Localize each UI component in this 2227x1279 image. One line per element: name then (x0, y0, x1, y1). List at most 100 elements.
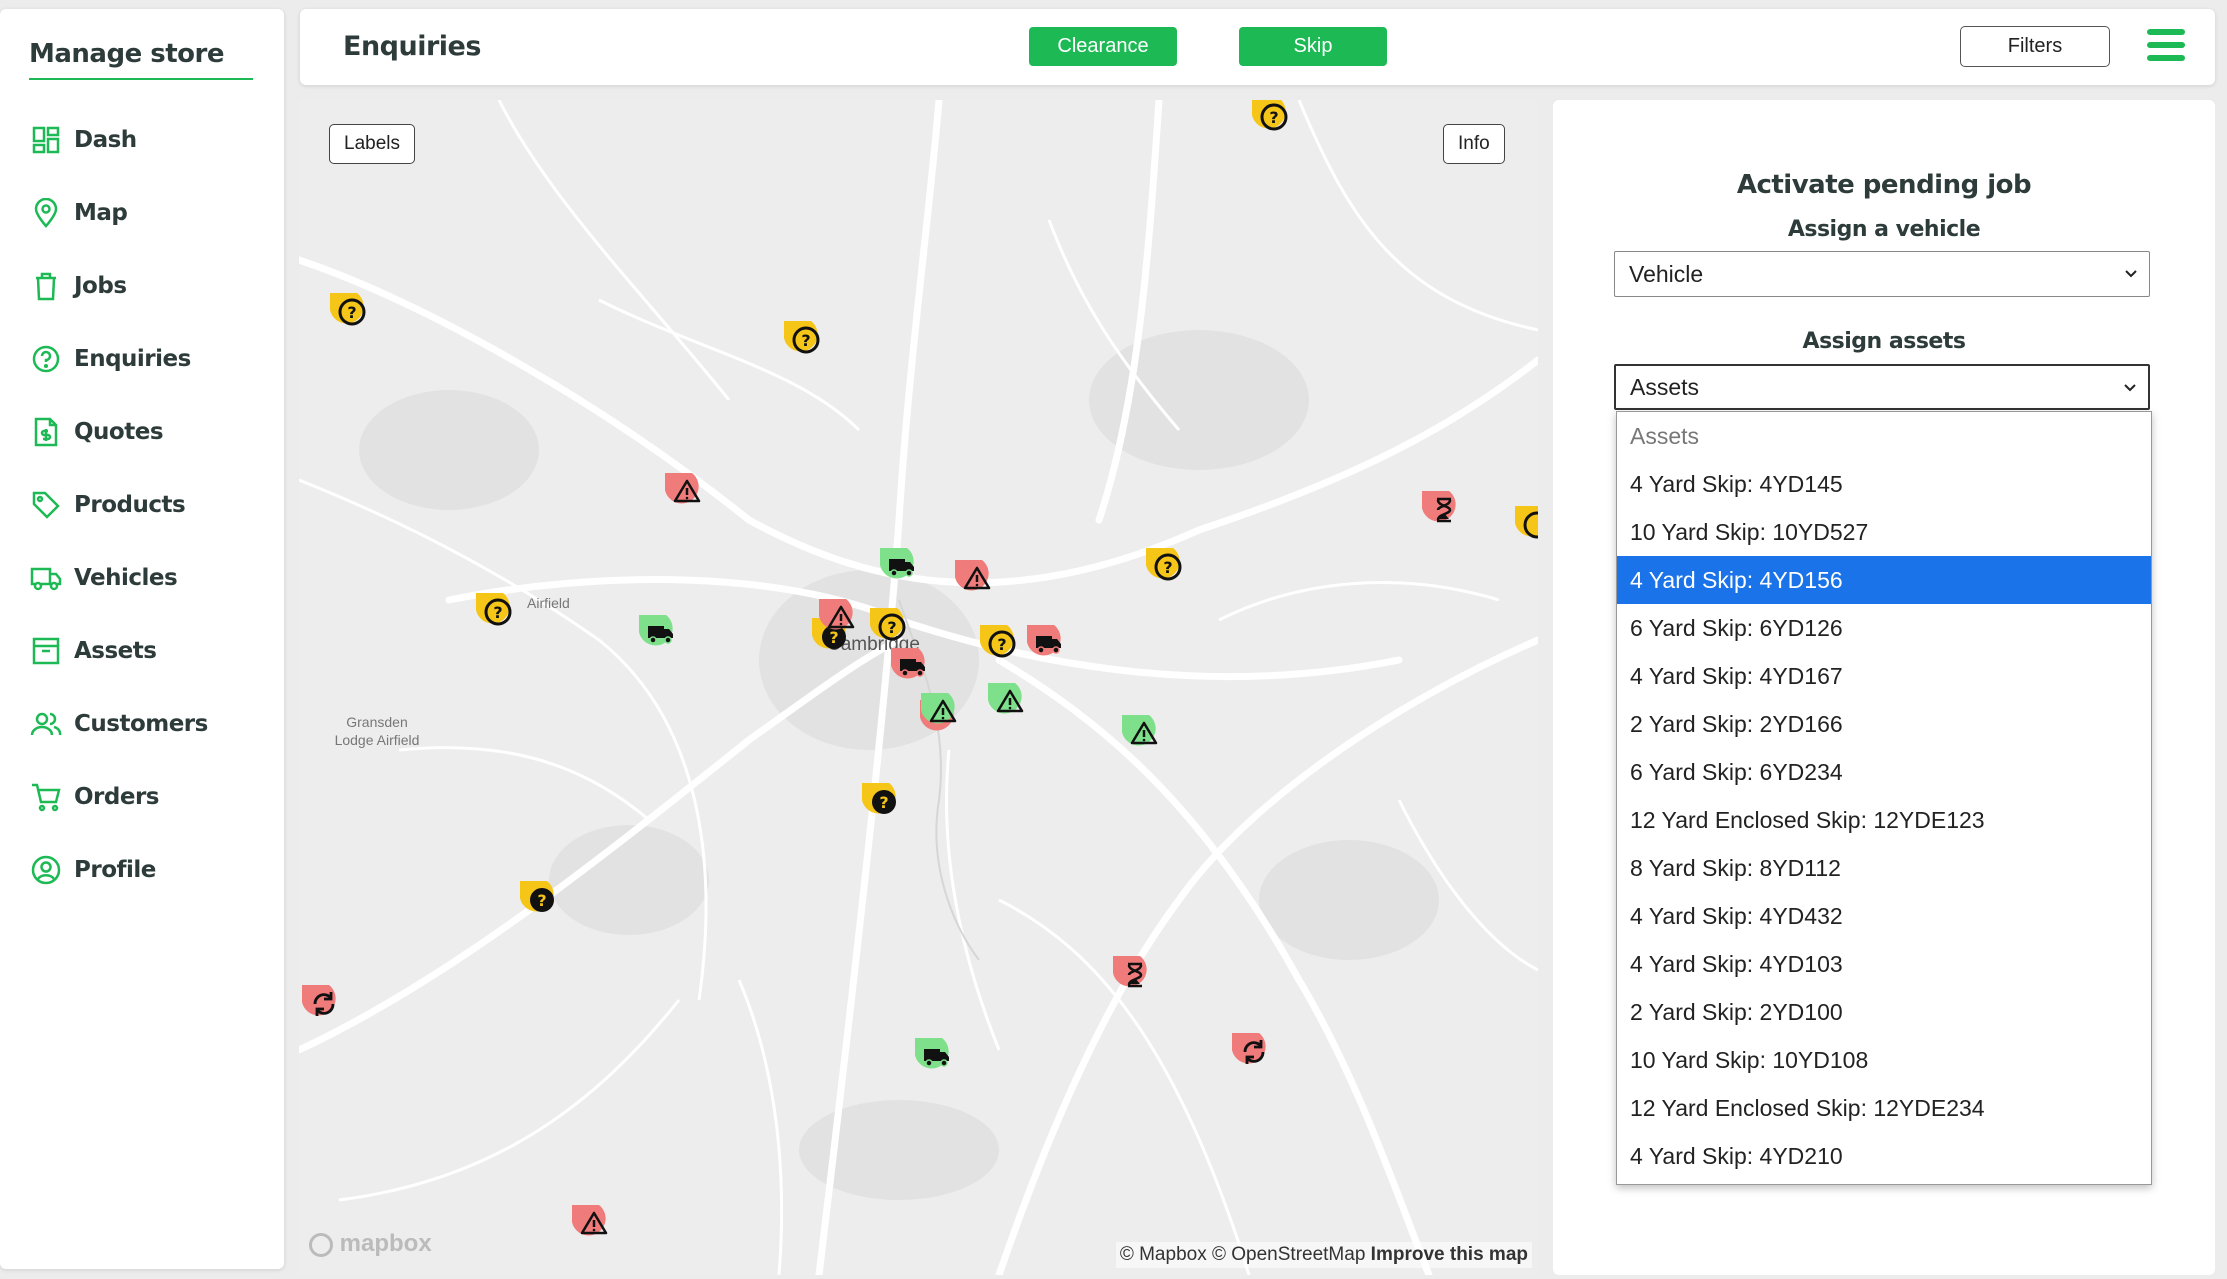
panel-title: Activate pending job (1736, 170, 2032, 200)
labels-button[interactable]: Labels (329, 124, 415, 164)
map-view[interactable]: Labels Info Airfield Cambridge Gransden … (299, 100, 1538, 1275)
dropdown-option[interactable]: 12 Yard Enclosed Skip: 12YDE234 (1630, 1095, 1985, 1121)
sidebar-item-label: Profile (74, 857, 156, 883)
assets-select[interactable]: Assets (1614, 364, 2150, 410)
user-circle-icon (30, 854, 62, 886)
sidebar-item-jobs[interactable]: Jobs (30, 264, 127, 308)
tag-icon (30, 489, 62, 521)
dropdown-option[interactable]: 2 Yard Skip: 2YD100 (1630, 999, 1843, 1025)
svg-text:?: ? (537, 891, 546, 910)
sidebar-item-profile[interactable]: Profile (30, 848, 156, 892)
enquiry-marker[interactable]: ? (1143, 545, 1193, 595)
dashboard-icon (30, 124, 62, 156)
warning-marker[interactable] (952, 557, 1002, 607)
vehicle-marker[interactable] (912, 1035, 962, 1085)
warning-marker[interactable] (918, 690, 968, 740)
enquiry-marker[interactable]: ? (517, 878, 567, 928)
dropdown-option[interactable]: 10 Yard Skip: 10YD108 (1630, 1047, 1869, 1073)
warning-marker[interactable] (816, 596, 866, 646)
sidebar-item-dash[interactable]: Dash (30, 118, 137, 162)
mapbox-logo[interactable]: mapbox (309, 1230, 432, 1258)
dropdown-option[interactable]: 8 Yard Skip: 8YD112 (1630, 855, 1841, 881)
svg-text:?: ? (829, 628, 838, 647)
warning-marker[interactable] (569, 1202, 619, 1252)
pending-marker[interactable] (1110, 953, 1160, 1003)
chevron-down-icon (2124, 384, 2136, 392)
sidebar-item-orders[interactable]: Orders (30, 775, 160, 819)
dropdown-option[interactable]: 6 Yard Skip: 6YD234 (1630, 759, 1843, 785)
info-button[interactable]: Info (1443, 124, 1505, 164)
sidebar-item-label: Vehicles (74, 565, 178, 591)
map-attribution: © Mapbox © OpenStreetMap Improve this ma… (1115, 1242, 1532, 1268)
sidebar: Manage store Dash Map Jobs Enquiries Quo… (0, 9, 284, 1269)
warning-marker[interactable] (662, 470, 712, 520)
warning-marker[interactable] (1119, 712, 1169, 762)
hamburger-menu-icon[interactable] (2147, 29, 2185, 63)
map-place-label: Airfield (527, 595, 570, 611)
chevron-down-icon (2125, 270, 2137, 278)
enquiry-marker[interactable]: ? (1249, 100, 1299, 145)
question-circle-icon (30, 343, 62, 375)
clearance-button[interactable]: Clearance (1029, 27, 1177, 66)
dropdown-option[interactable]: 4 Yard Skip: 4YD156 (1617, 556, 2151, 604)
sidebar-item-customers[interactable]: Customers (30, 702, 208, 746)
enquiry-marker[interactable]: ? (781, 318, 831, 368)
map-place-label-line: Lodge Airfield (334, 732, 420, 748)
assets-select-value: Assets (1630, 373, 1700, 400)
dropdown-option[interactable]: 4 Yard Skip: 4YD210 (1630, 1143, 1843, 1169)
skip-button[interactable]: Skip (1239, 27, 1387, 66)
vehicle-marker[interactable] (888, 645, 938, 695)
mapbox-logo-text: mapbox (339, 1230, 432, 1257)
enquiry-marker[interactable]: ? (977, 622, 1027, 672)
sidebar-item-map[interactable]: Map (30, 191, 128, 235)
vehicle-marker[interactable] (877, 545, 927, 595)
sidebar-item-label: Dash (74, 127, 137, 153)
recurring-marker[interactable] (1229, 1030, 1279, 1080)
sidebar-item-products[interactable]: Products (30, 483, 186, 527)
assets-heading: Assign assets (1802, 329, 1966, 354)
enquiry-marker[interactable]: ? (867, 605, 917, 655)
map-pin-icon (30, 197, 62, 229)
svg-text:?: ? (887, 618, 896, 637)
svg-text:?: ? (801, 331, 810, 350)
svg-text:?: ? (493, 603, 502, 622)
dropdown-option[interactable]: 4 Yard Skip: 4YD432 (1630, 903, 1843, 929)
users-icon (30, 708, 62, 740)
enquiry-marker[interactable] (1512, 503, 1538, 553)
dropdown-option[interactable]: Assets (1630, 423, 1700, 449)
map-place-label: Gransden Lodge Airfield (332, 713, 422, 749)
map-place-label-line: Gransden (346, 714, 408, 730)
enquiry-marker[interactable]: ? (859, 780, 909, 830)
improve-map-link[interactable]: Improve this map (1370, 1244, 1528, 1265)
dropdown-option[interactable]: 4 Yard Skip: 4YD145 (1630, 471, 1843, 497)
sidebar-item-label: Quotes (74, 419, 164, 445)
attribution-text: © Mapbox © OpenStreetMap (1119, 1244, 1366, 1265)
vehicle-select[interactable]: Vehicle (1614, 251, 2150, 297)
dropdown-option[interactable]: 2 Yard Skip: 2YD166 (1630, 711, 1843, 737)
sidebar-item-label: Products (74, 492, 186, 518)
enquiry-marker[interactable]: ? (327, 290, 377, 340)
dropdown-option[interactable]: 12 Yard Enclosed Skip: 12YDE123 (1630, 807, 1985, 833)
vehicle-heading: Assign a vehicle (1787, 217, 1981, 242)
svg-text:?: ? (997, 635, 1006, 654)
quote-document-icon (30, 416, 62, 448)
vehicle-marker[interactable] (636, 612, 686, 662)
sidebar-item-assets[interactable]: Assets (30, 629, 157, 673)
dropdown-option[interactable]: 4 Yard Skip: 4YD103 (1630, 951, 1843, 977)
filters-button[interactable]: Filters (1960, 26, 2110, 67)
dropdown-option[interactable]: 10 Yard Skip: 10YD527 (1630, 519, 1869, 545)
sidebar-item-label: Enquiries (74, 346, 191, 372)
dropdown-option[interactable]: 6 Yard Skip: 6YD126 (1630, 615, 1843, 641)
recurring-marker[interactable] (299, 982, 349, 1032)
pending-marker[interactable] (1419, 488, 1469, 538)
svg-text:?: ? (1163, 558, 1172, 577)
enquiry-marker[interactable]: ? (473, 590, 523, 640)
vehicle-select-value: Vehicle (1629, 260, 1704, 287)
dropdown-option[interactable]: 4 Yard Skip: 4YD167 (1630, 663, 1843, 689)
sidebar-item-enquiries[interactable]: Enquiries (30, 337, 191, 381)
sidebar-item-vehicles[interactable]: Vehicles (30, 556, 178, 600)
vehicle-marker[interactable] (1024, 622, 1074, 672)
sidebar-item-label: Jobs (74, 273, 127, 299)
warning-marker[interactable] (985, 680, 1035, 730)
sidebar-item-quotes[interactable]: Quotes (30, 410, 164, 454)
